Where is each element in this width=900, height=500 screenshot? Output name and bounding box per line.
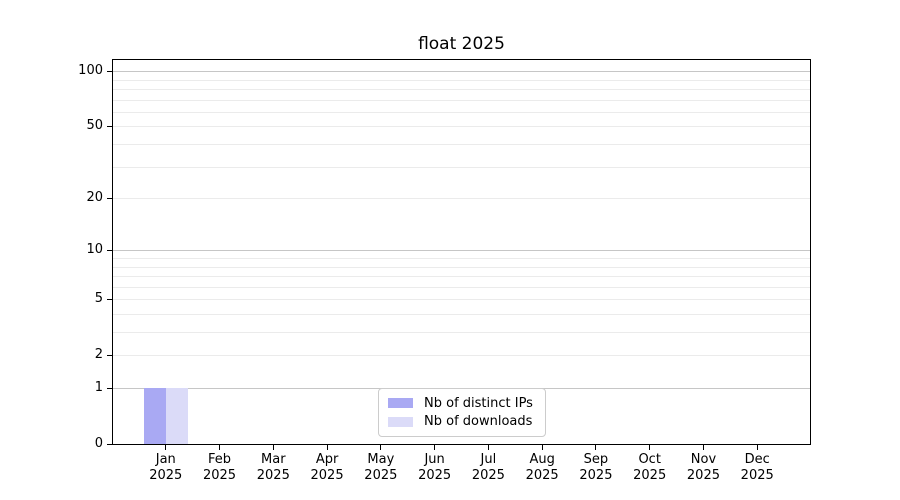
x-axis-month: Apr (315, 452, 339, 467)
x-axis-tick-label: Mar 2025 (245, 452, 301, 484)
x-axis-tick (649, 445, 651, 450)
x-axis-tick-label: Feb 2025 (192, 452, 248, 484)
legend-item: Nb of downloads (388, 414, 536, 429)
y-axis-tick-label: 5 (94, 291, 103, 307)
y-axis-tick (107, 125, 112, 127)
x-axis-tick-label: Apr 2025 (299, 452, 355, 484)
x-axis-month: Nov (690, 452, 717, 467)
x-axis-tick (756, 445, 758, 450)
y-axis-tick-label: 10 (86, 242, 103, 258)
x-axis-month: May (367, 452, 395, 467)
gridline-minor (113, 99, 810, 101)
y-axis-tick-label: 50 (86, 118, 103, 134)
x-axis-year: 2025 (256, 468, 290, 483)
y-axis-tick-label: 2 (94, 347, 103, 363)
gridline-minor (113, 126, 810, 128)
x-axis-year: 2025 (633, 468, 667, 483)
bar-downloads (165, 388, 188, 444)
gridline-minor (113, 286, 810, 288)
gridline-minor (113, 198, 810, 200)
x-axis-tick (541, 445, 543, 450)
x-axis-year: 2025 (740, 468, 774, 483)
gridline-minor (113, 276, 810, 278)
x-axis-tick (165, 445, 167, 450)
y-axis-tick-label: 1 (94, 380, 103, 395)
x-axis-tick-label: Jun 2025 (407, 452, 463, 484)
x-axis-month: Mar (261, 452, 286, 467)
bar-distinct-ips (143, 388, 166, 444)
x-axis-month: Feb (208, 452, 232, 467)
x-axis-tick-label: Nov 2025 (675, 452, 731, 484)
gridline-minor (113, 89, 810, 90)
x-axis-tick (702, 445, 704, 450)
x-axis-year: 2025 (149, 468, 183, 483)
x-axis-month: Jan (155, 452, 176, 467)
plot-area (112, 59, 811, 445)
x-axis-tick (434, 445, 436, 450)
x-axis-tick-label: May 2025 (353, 452, 409, 484)
x-axis-tick-label: Jul 2025 (460, 452, 516, 484)
y-axis-tick (107, 387, 112, 389)
legend-label: Nb of distinct IPs (424, 395, 533, 411)
x-axis-tick (219, 445, 221, 450)
legend-swatch-distinct-ips (388, 398, 413, 409)
x-axis-month: Sep (583, 452, 609, 467)
x-axis-tick-label: Oct 2025 (622, 452, 678, 484)
x-axis-year: 2025 (686, 468, 720, 483)
gridline-minor (113, 266, 810, 268)
y-axis-tick (107, 298, 112, 300)
y-axis-tick-label: 20 (86, 190, 103, 206)
x-axis-tick-label: Dec 2025 (729, 452, 785, 484)
x-axis-month: Jul (480, 452, 497, 467)
gridline-major (113, 71, 810, 73)
chart-title: float 2025 (418, 34, 505, 54)
y-axis-tick (107, 354, 112, 356)
x-axis-year: 2025 (364, 468, 398, 483)
x-axis-month: Dec (744, 452, 770, 467)
gridline-minor (113, 313, 810, 315)
legend: Nb of distinct IPs Nb of downloads (378, 388, 546, 437)
gridline-minor (113, 332, 810, 333)
y-axis-tick-label: 100 (78, 63, 103, 79)
x-axis-month: Oct (638, 452, 661, 467)
x-axis-year: 2025 (471, 468, 505, 483)
x-axis-tick-label: Sep 2025 (568, 452, 624, 484)
x-axis-year: 2025 (310, 468, 344, 483)
x-axis-tick-label: Aug 2025 (514, 452, 570, 484)
x-axis-year: 2025 (202, 468, 237, 483)
gridline-minor (113, 355, 810, 357)
legend-label: Nb of downloads (424, 414, 533, 430)
x-axis-month: Aug (529, 452, 555, 467)
gridline-major (113, 250, 810, 252)
x-axis-tick-label: Jan 2025 (138, 452, 194, 484)
x-axis-tick (380, 445, 382, 450)
x-axis-tick (326, 445, 328, 450)
x-axis-year: 2025 (579, 468, 613, 483)
x-axis-month: Jun (424, 452, 445, 467)
x-axis-tick (272, 445, 274, 450)
x-axis-year: 2025 (525, 468, 559, 483)
y-axis-tick-label: 0 (94, 436, 103, 451)
y-axis-tick (107, 70, 112, 72)
legend-swatch-downloads (388, 416, 413, 427)
x-axis-tick (487, 445, 489, 450)
gridline-minor (113, 299, 810, 301)
gridline-minor (113, 144, 810, 145)
gridline-minor (113, 257, 810, 259)
y-axis-tick (107, 249, 112, 251)
y-axis-tick (107, 443, 112, 445)
x-axis-tick (595, 445, 597, 450)
gridline-minor (113, 166, 810, 168)
y-axis-tick (107, 197, 112, 199)
gridline-minor (113, 79, 810, 81)
gridline-minor (113, 111, 810, 113)
legend-item: Nb of distinct IPs (388, 396, 536, 411)
x-axis-year: 2025 (418, 468, 452, 483)
